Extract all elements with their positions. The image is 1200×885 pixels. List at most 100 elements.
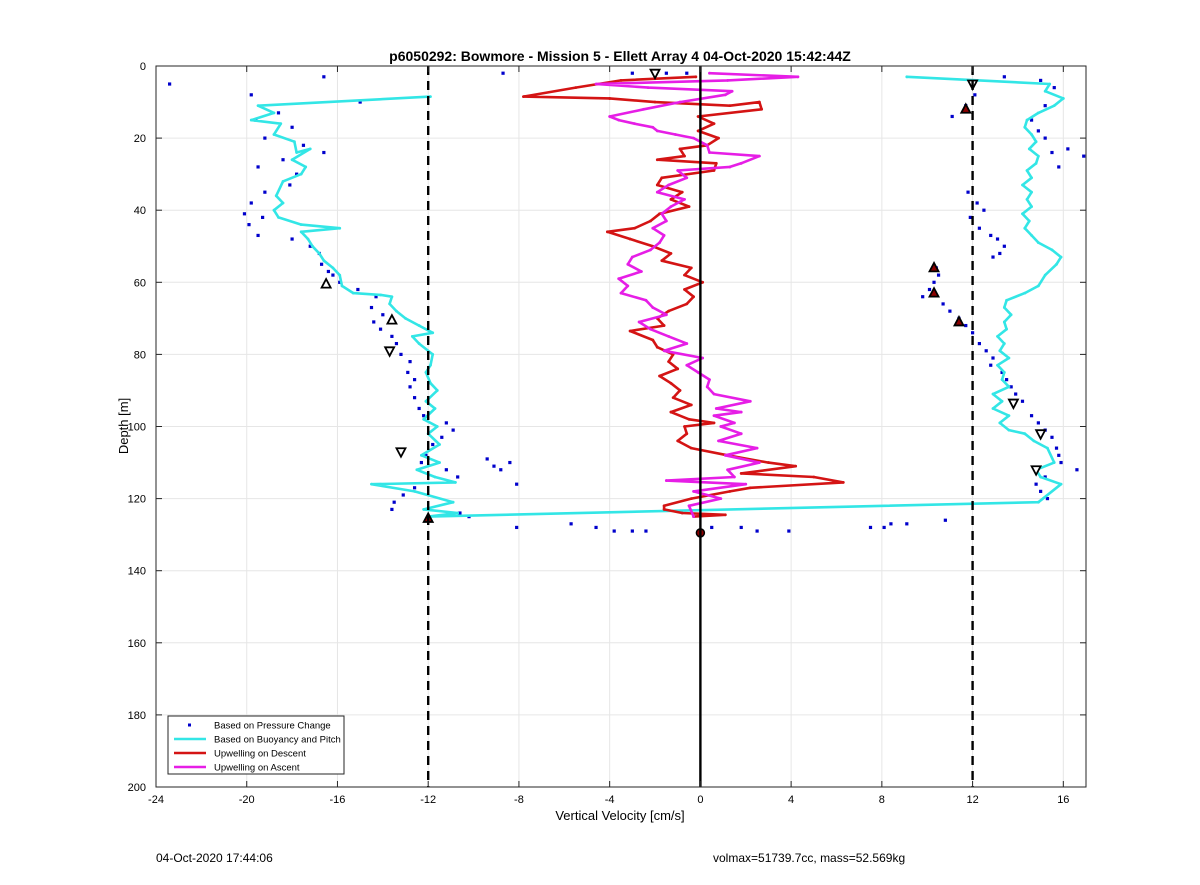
series-vertex — [410, 334, 414, 338]
series-vertex — [299, 230, 303, 234]
series-vertex — [755, 446, 759, 450]
pressure-point — [739, 525, 743, 530]
series-vertex — [651, 125, 655, 129]
x-tick-label: -20 — [239, 794, 255, 806]
series-vertex — [660, 212, 664, 216]
pressure-point — [319, 262, 324, 266]
series-vertex — [619, 291, 623, 295]
triangle-down-marker — [394, 447, 407, 459]
series-vertex — [277, 216, 280, 219]
series-vertex — [633, 122, 637, 126]
series-vertex — [712, 414, 716, 418]
series-vertex — [1043, 89, 1047, 93]
series-vertex — [680, 511, 684, 515]
series-vertex — [272, 208, 276, 212]
pressure-point — [326, 269, 330, 274]
series-vertex — [996, 334, 999, 338]
series-vertex — [1005, 327, 1009, 331]
pressure-point — [1059, 460, 1063, 465]
series-vertex — [748, 399, 752, 403]
series-vertex — [522, 95, 525, 99]
series-vertex — [1048, 82, 1052, 86]
pressure-point — [710, 525, 714, 530]
series-vertex — [678, 147, 682, 151]
series-vertex — [712, 392, 716, 396]
pressure-point — [995, 237, 1000, 241]
series-vertex — [660, 259, 664, 263]
pressure-point — [256, 233, 260, 238]
series-vertex — [1009, 313, 1013, 317]
series-vertex — [429, 363, 432, 367]
pressure-point — [412, 486, 417, 490]
series-vertex — [1036, 500, 1040, 504]
pressure-point — [644, 529, 648, 533]
series-vertex — [730, 89, 734, 93]
legend-box — [167, 715, 345, 775]
series-vertex — [717, 136, 720, 140]
x-tick-label: -12 — [420, 794, 436, 806]
x-tick-label: 0 — [697, 794, 703, 806]
series-vertex — [454, 480, 457, 484]
series-vertex — [739, 471, 743, 475]
pressure-point — [458, 511, 462, 515]
series-vertex — [379, 293, 382, 297]
pressure-point — [630, 529, 634, 533]
pressure-point — [977, 226, 981, 230]
pressure-point — [991, 255, 995, 259]
series-vertex — [696, 371, 700, 374]
series-vertex — [692, 295, 695, 299]
triangle-down-marker — [649, 68, 662, 81]
x-tick-label: -8 — [514, 794, 524, 806]
series-vertex — [662, 508, 666, 511]
pressure-point — [412, 378, 417, 382]
triangle-up-marker — [959, 102, 972, 114]
pressure-point — [374, 295, 378, 299]
series-vertex — [1039, 475, 1043, 479]
series-vertex — [1036, 154, 1040, 158]
series-vertex — [1055, 262, 1058, 266]
series-vertex — [653, 100, 657, 104]
series-vertex — [660, 176, 664, 180]
pressure-point — [399, 352, 403, 356]
pressure-point — [950, 114, 954, 119]
series-vertex — [794, 464, 798, 468]
pressure-point — [982, 208, 986, 212]
chart-title: p6050292: Bowmore - Mission 5 - Ellett A… — [389, 48, 851, 64]
series-vertex — [744, 482, 748, 486]
series-vertex — [991, 407, 995, 410]
pressure-point — [381, 313, 385, 317]
series-vertex — [649, 248, 652, 252]
series-vertex — [687, 417, 691, 421]
series-vertex — [757, 100, 761, 104]
pressure-point — [1029, 118, 1034, 122]
pressure-point — [392, 500, 396, 504]
pressure-point — [964, 323, 968, 328]
pressure-point — [984, 349, 988, 353]
x-tick-label: 4 — [788, 794, 794, 806]
series-vertex — [1034, 140, 1038, 144]
series-vertex — [676, 169, 680, 172]
series-vertex — [696, 129, 700, 133]
pressure-point — [1050, 150, 1054, 155]
pressure-point — [358, 100, 362, 104]
y-tick-label: 100 — [128, 422, 146, 434]
series-vertex — [1036, 241, 1040, 245]
series-vertex — [726, 468, 730, 472]
series-vertex — [719, 497, 723, 500]
series-vertex — [1025, 169, 1029, 172]
pressure-point — [1082, 154, 1086, 158]
series-vertex — [692, 136, 695, 140]
pressure-point — [977, 341, 981, 346]
series-vertex — [619, 79, 623, 82]
pressure-point — [372, 320, 376, 324]
pressure-point — [1002, 75, 1006, 79]
series-vertex — [1005, 298, 1009, 302]
series-vertex — [739, 432, 743, 436]
pressure-point — [422, 414, 426, 418]
pressure-point — [1054, 446, 1059, 450]
pressure-point — [499, 468, 503, 472]
series-vertex — [608, 115, 612, 118]
series-vertex — [683, 154, 686, 158]
series-vertex — [723, 513, 727, 517]
series-vertex — [322, 259, 326, 263]
